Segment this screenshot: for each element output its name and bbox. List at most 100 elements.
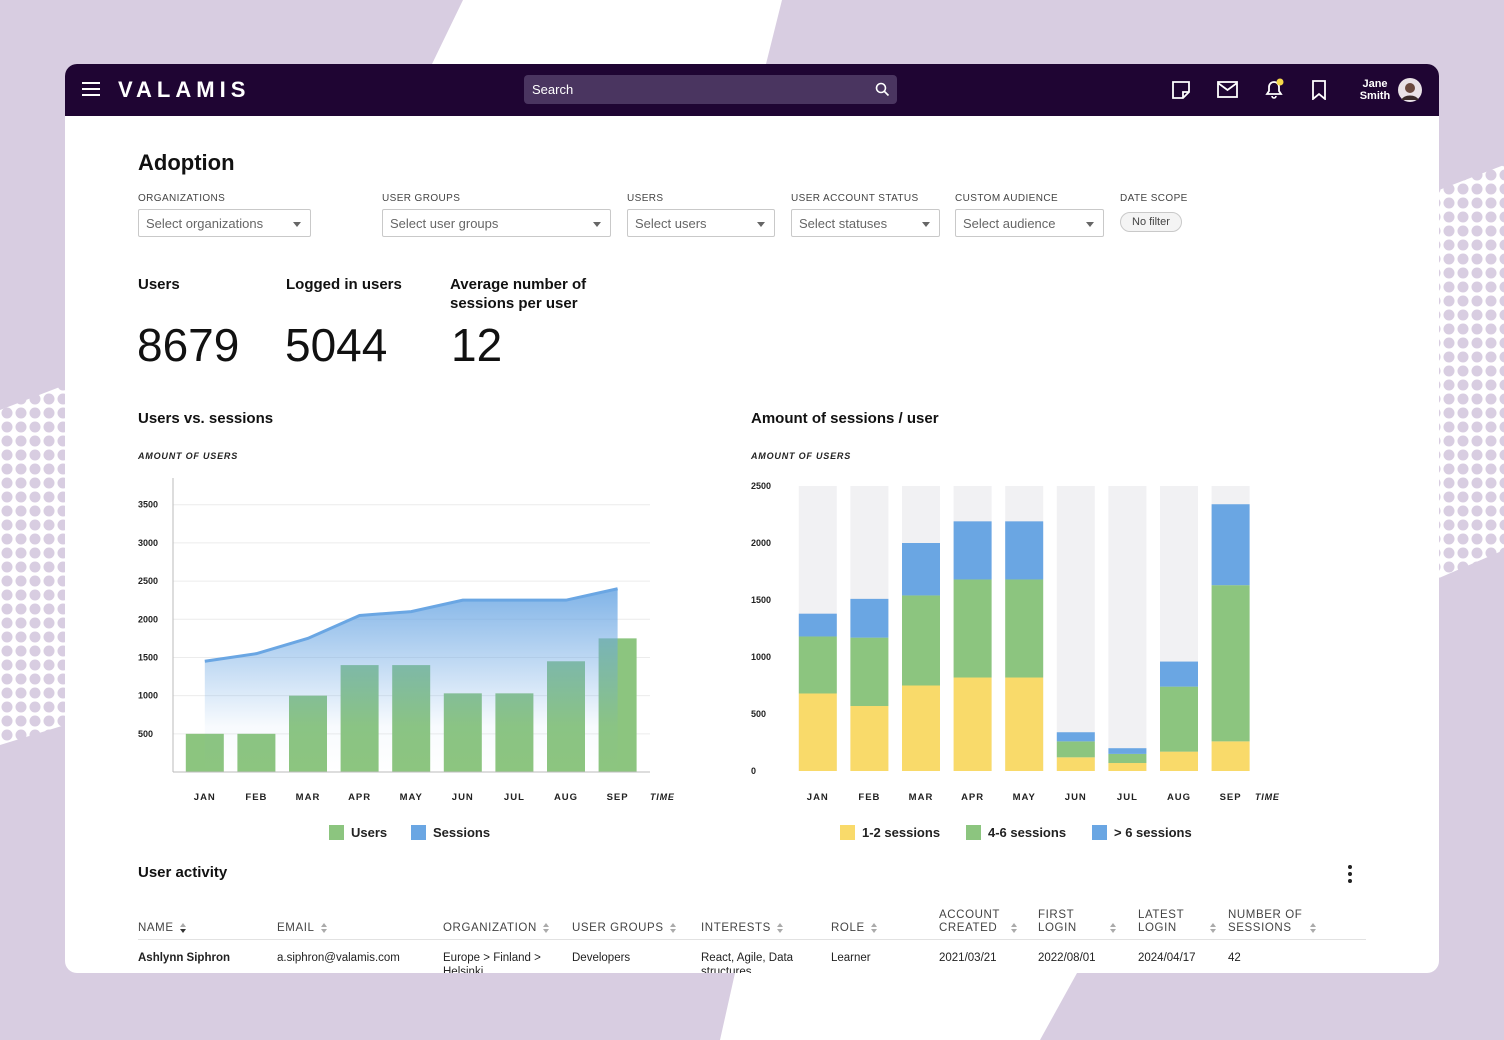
table-cell: Europe > Finland > Helsinki bbox=[443, 952, 541, 973]
column-header[interactable]: INTERESTS bbox=[701, 905, 821, 935]
more-menu[interactable] bbox=[1347, 864, 1353, 884]
filter-label: CUSTOM AUDIENCE bbox=[955, 193, 1059, 204]
bar-segment bbox=[1160, 751, 1198, 771]
bar-segment bbox=[953, 521, 992, 580]
sort-icon[interactable] bbox=[179, 923, 188, 935]
table-cell: 2022/08/01 bbox=[1038, 952, 1096, 964]
column-header[interactable]: FIRST LOGIN bbox=[1038, 905, 1118, 935]
column-header[interactable]: ORGANIZATION bbox=[443, 905, 563, 935]
table-cell: Learner bbox=[831, 952, 871, 964]
y-tick-label: 2000 bbox=[751, 538, 771, 548]
filter-chip[interactable]: No filter bbox=[1120, 212, 1182, 232]
x-tick-label: MAY bbox=[400, 792, 423, 803]
bar-segment bbox=[1160, 686, 1198, 752]
bar-segment bbox=[902, 685, 940, 771]
y-tick-label: 1000 bbox=[751, 652, 771, 662]
notifications-icon[interactable] bbox=[1263, 78, 1285, 100]
sort-icon[interactable] bbox=[1110, 923, 1118, 935]
sort-icon[interactable] bbox=[1011, 923, 1019, 935]
column-header[interactable]: NAME bbox=[138, 905, 268, 935]
user-last-name: Smith bbox=[1359, 90, 1391, 102]
sort-icon[interactable] bbox=[1310, 923, 1318, 935]
bar-segment bbox=[1211, 741, 1250, 771]
column-label: ROLE bbox=[831, 922, 865, 934]
filter-select[interactable]: Select audience bbox=[955, 209, 1104, 237]
column-label: USER GROUPS bbox=[572, 922, 664, 934]
column-header[interactable]: USER GROUPS bbox=[572, 905, 692, 935]
table-cell: Ashlynn Siphron bbox=[138, 952, 230, 964]
x-tick-label: FEB bbox=[858, 792, 880, 803]
y-tick-label: 3000 bbox=[138, 538, 158, 548]
filter-label: DATE SCOPE bbox=[1120, 193, 1188, 204]
legend-swatch bbox=[966, 825, 981, 840]
app-window: VALAMIS Search Jane Smith Adoption ORGANI… bbox=[65, 64, 1439, 973]
bar-track bbox=[1108, 486, 1147, 771]
legend-label: > 6 sessions bbox=[1114, 825, 1192, 840]
filter-label: USER GROUPS bbox=[382, 193, 461, 204]
y-tick-label: 2500 bbox=[751, 481, 771, 491]
x-tick-label: AUG bbox=[1167, 792, 1191, 803]
sort-icon[interactable] bbox=[542, 923, 551, 935]
table-cell: Developers bbox=[572, 952, 631, 964]
column-header[interactable]: EMAIL bbox=[277, 905, 437, 935]
x-tick-label: MAR bbox=[296, 792, 321, 803]
filter-select[interactable]: Select user groups bbox=[382, 209, 611, 237]
column-header[interactable]: ACCOUNT CREATED bbox=[939, 905, 1019, 935]
bar-segment bbox=[1056, 741, 1095, 758]
bar-segment bbox=[1005, 579, 1044, 678]
sort-icon[interactable] bbox=[1210, 923, 1218, 935]
avatar[interactable] bbox=[1398, 78, 1422, 102]
column-header[interactable]: NUMBER OF SESSIONS bbox=[1228, 905, 1323, 935]
bar-segment bbox=[850, 637, 889, 707]
area-line bbox=[204, 587, 618, 663]
legend-label: 4-6 sessions bbox=[988, 825, 1066, 840]
bar-segment bbox=[1108, 753, 1147, 764]
decor-shape bbox=[432, 0, 782, 64]
page-title: Adoption bbox=[138, 150, 235, 175]
bookmark-icon[interactable] bbox=[1311, 80, 1327, 100]
column-label: FIRST LOGIN bbox=[1038, 909, 1077, 934]
logo[interactable]: VALAMIS bbox=[118, 77, 251, 102]
y-tick-label: 3500 bbox=[138, 500, 158, 510]
bar-segment bbox=[798, 636, 837, 694]
search-icon[interactable] bbox=[875, 82, 890, 97]
table-cell: 2024/04/17 bbox=[1138, 952, 1196, 964]
y-tick-label: 500 bbox=[138, 729, 153, 739]
y-tick-label: 0 bbox=[751, 766, 756, 776]
user-name[interactable]: Jane Smith bbox=[1352, 78, 1398, 102]
legend-label: Users bbox=[351, 825, 387, 840]
area-fill bbox=[204, 588, 618, 772]
legend-swatch bbox=[329, 825, 344, 840]
legend-swatch bbox=[1092, 825, 1107, 840]
sort-icon[interactable] bbox=[776, 923, 785, 935]
filter-select[interactable]: Select statuses bbox=[791, 209, 940, 237]
bar-segment bbox=[1056, 757, 1095, 771]
bar-segment bbox=[798, 613, 837, 637]
y-tick-label: 1500 bbox=[751, 595, 771, 605]
sort-icon[interactable] bbox=[320, 923, 329, 935]
x-tick-label: SEP bbox=[1220, 792, 1242, 803]
x-axis-label: TIME bbox=[1255, 792, 1280, 802]
filter-select[interactable]: Select organizations bbox=[138, 209, 311, 237]
bar-segment bbox=[953, 677, 992, 771]
y-tick-label: 2000 bbox=[138, 614, 158, 624]
filter-label: USER ACCOUNT STATUS bbox=[791, 193, 919, 204]
bar-segment bbox=[1005, 521, 1044, 580]
search-box[interactable]: Search bbox=[524, 75, 897, 104]
column-header[interactable]: ROLE bbox=[831, 905, 931, 935]
menu-icon[interactable] bbox=[82, 81, 100, 97]
kpi-label: Average number of sessions per user bbox=[450, 276, 587, 312]
chart-title: Users vs. sessions bbox=[138, 410, 273, 427]
x-tick-label: JUL bbox=[504, 792, 525, 803]
x-tick-label: FEB bbox=[245, 792, 267, 803]
notes-icon[interactable] bbox=[1171, 80, 1191, 100]
filter-select[interactable]: Select users bbox=[627, 209, 775, 237]
legend-swatch bbox=[411, 825, 426, 840]
mail-icon[interactable] bbox=[1217, 81, 1238, 98]
y-axis-label: AMOUNT OF USERS bbox=[137, 451, 238, 461]
sort-icon[interactable] bbox=[669, 923, 678, 935]
sort-icon[interactable] bbox=[870, 923, 879, 935]
column-header[interactable]: LATEST LOGIN bbox=[1138, 905, 1218, 935]
